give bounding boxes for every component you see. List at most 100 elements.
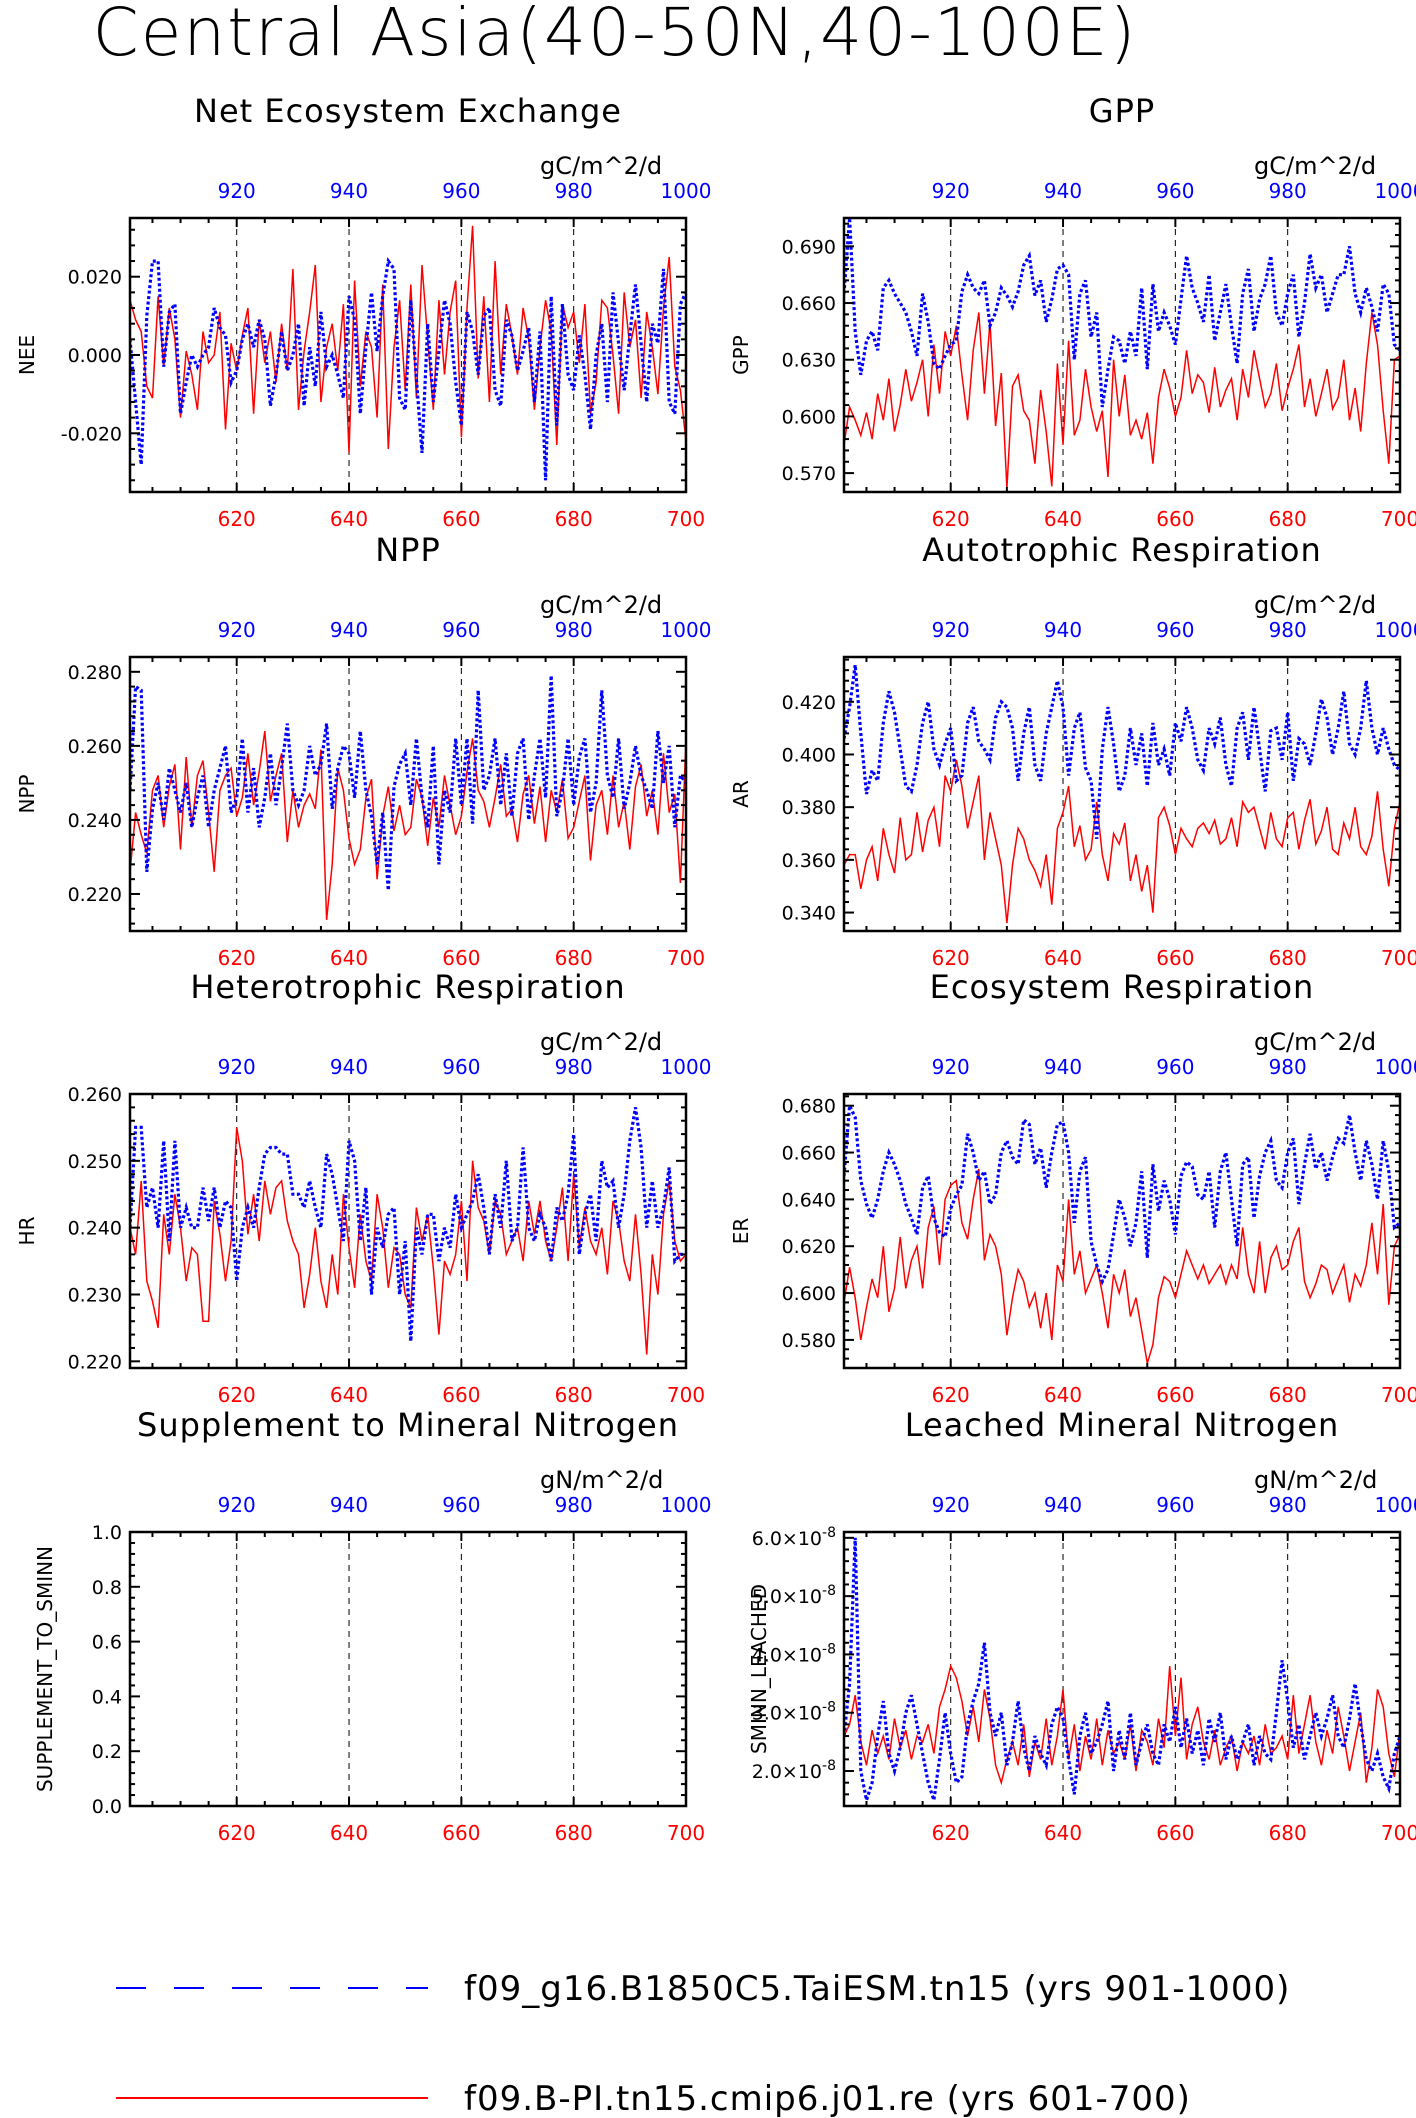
x-tick-label-bottom: 640 bbox=[1044, 946, 1082, 970]
y-tick-label: -0.020 bbox=[61, 423, 122, 445]
panel-heterotrophic-respiration: Heterotrophic Respiration gC/m^2/d 620 640 6… bbox=[15, 968, 711, 1407]
y-axis-label: ER bbox=[729, 1218, 753, 1245]
x-tick-label-bottom: 660 bbox=[1156, 1821, 1194, 1845]
x-tick-label-top: 920 bbox=[932, 618, 970, 642]
x-tick-label-bottom: 620 bbox=[218, 1821, 256, 1845]
y-axis-label: HR bbox=[15, 1216, 39, 1245]
y-tick-label: 6.0×10-8 bbox=[752, 1525, 836, 1550]
y-tick-label: 4.0×10-8 bbox=[752, 1641, 836, 1666]
y-tick-label: 0.220 bbox=[68, 1351, 122, 1373]
y-tick-label: 0.280 bbox=[68, 662, 122, 684]
y-tick-label: 0.570 bbox=[782, 463, 836, 485]
y-axis-label: NEE bbox=[15, 335, 39, 375]
y-tick-label: 0.420 bbox=[782, 692, 836, 714]
x-tick-label-bottom: 640 bbox=[1044, 1383, 1082, 1407]
plot-frame bbox=[842, 216, 1402, 494]
x-tick-label-top: 960 bbox=[442, 1055, 480, 1079]
y-tick-label: 0.260 bbox=[68, 736, 122, 758]
x-tick-label-bottom: 640 bbox=[330, 1821, 368, 1845]
x-tick-label-bottom: 700 bbox=[1381, 1821, 1416, 1845]
y-tick-label: 0.660 bbox=[782, 293, 836, 315]
units-label: gC/m^2/d bbox=[540, 1028, 662, 1056]
units-label: gN/m^2/d bbox=[1254, 1466, 1377, 1494]
panel-title: Heterotrophic Respiration bbox=[190, 968, 625, 1006]
plot-frame bbox=[128, 1530, 688, 1808]
x-tick-label-top: 960 bbox=[1156, 179, 1194, 203]
panel-leached-mineral-nitrogen: Leached Mineral Nitrogen gN/m^2/d 620 640 66… bbox=[747, 1406, 1416, 1845]
x-tick-label-top: 1000 bbox=[1375, 1493, 1416, 1517]
panel-title: Supplement to Mineral Nitrogen bbox=[137, 1406, 679, 1444]
x-tick-label-bottom: 660 bbox=[1156, 507, 1194, 531]
y-tick-label: 0.0 bbox=[92, 1796, 122, 1818]
y-axis-label: SUPPLEMENT_TO_SMINN bbox=[33, 1546, 57, 1792]
x-tick-label-bottom: 660 bbox=[1156, 946, 1194, 970]
y-tick-label: 0.260 bbox=[68, 1084, 122, 1106]
x-tick-label-bottom: 640 bbox=[1044, 507, 1082, 531]
legend-label: f09_g16.B1850C5.TaiESM.tn15 (yrs 901-100… bbox=[464, 1969, 1290, 2009]
y-tick-label: 2.0×10-8 bbox=[752, 1758, 836, 1783]
x-tick-label-bottom: 620 bbox=[932, 1383, 970, 1407]
main-title: Central Asia(40-50N,40-100E) bbox=[92, 0, 1138, 71]
y-tick-label: 0.600 bbox=[782, 406, 836, 428]
series-line-cmip6 bbox=[844, 312, 1400, 489]
panel-title: Autotrophic Respiration bbox=[922, 531, 1322, 569]
x-tick-label-bottom: 660 bbox=[442, 946, 480, 970]
x-tick-label-bottom: 680 bbox=[555, 1383, 593, 1407]
x-tick-label-top: 1000 bbox=[1375, 1055, 1416, 1079]
units-label: gC/m^2/d bbox=[1254, 152, 1376, 180]
y-tick-label: 0.2 bbox=[92, 1741, 122, 1763]
plot-frame bbox=[842, 1092, 1402, 1370]
x-tick-label-bottom: 680 bbox=[555, 507, 593, 531]
x-tick-label-top: 980 bbox=[555, 179, 593, 203]
series-line-taiesm bbox=[844, 664, 1400, 839]
x-tick-label-top: 980 bbox=[555, 1493, 593, 1517]
y-tick-label: 0.660 bbox=[782, 1143, 836, 1165]
y-tick-label: 0.020 bbox=[68, 267, 122, 289]
x-tick-label-bottom: 640 bbox=[330, 1383, 368, 1407]
x-tick-label-bottom: 700 bbox=[1381, 1383, 1416, 1407]
x-tick-label-top: 980 bbox=[1269, 1493, 1307, 1517]
units-label: gC/m^2/d bbox=[540, 591, 662, 619]
y-tick-label: 0.400 bbox=[782, 744, 836, 766]
series-line-cmip6 bbox=[844, 759, 1400, 924]
series-line-taiesm bbox=[844, 1537, 1400, 1801]
y-axis-label: GPP bbox=[729, 335, 753, 375]
x-tick-label-bottom: 660 bbox=[442, 1821, 480, 1845]
panel-title: Leached Mineral Nitrogen bbox=[905, 1406, 1340, 1444]
x-tick-label-bottom: 660 bbox=[442, 507, 480, 531]
series-line-cmip6 bbox=[844, 1663, 1400, 1786]
x-tick-label-top: 920 bbox=[932, 1055, 970, 1079]
plot-frame bbox=[842, 1530, 1402, 1808]
x-tick-label-bottom: 700 bbox=[667, 1383, 705, 1407]
x-tick-label-bottom: 700 bbox=[1381, 507, 1416, 531]
y-tick-label: 0.620 bbox=[782, 1236, 836, 1258]
y-axis-label: NPP bbox=[15, 774, 39, 813]
y-tick-label: 0.4 bbox=[92, 1686, 122, 1708]
series-line-cmip6 bbox=[844, 1168, 1400, 1364]
x-tick-label-bottom: 680 bbox=[1269, 1383, 1307, 1407]
panel-title: Net Ecosystem Exchange bbox=[194, 92, 622, 130]
y-tick-label: 0.000 bbox=[68, 345, 122, 367]
y-tick-label: 0.600 bbox=[782, 1283, 836, 1305]
x-tick-label-top: 960 bbox=[442, 618, 480, 642]
x-tick-label-bottom: 620 bbox=[218, 507, 256, 531]
panel-gpp: GPP gC/m^2/d 620 640 660 680 700 920 940 960 980 10… bbox=[729, 92, 1416, 531]
y-tick-label: 0.240 bbox=[68, 1218, 122, 1240]
x-tick-label-top: 1000 bbox=[1375, 618, 1416, 642]
x-tick-label-bottom: 680 bbox=[555, 1821, 593, 1845]
series-line-taiesm bbox=[130, 257, 686, 481]
y-tick-label: 0.340 bbox=[782, 903, 836, 925]
legend: f09_g16.B1850C5.TaiESM.tn15 (yrs 901-100… bbox=[116, 1969, 1290, 2118]
x-tick-label-top: 940 bbox=[1044, 179, 1082, 203]
x-tick-label-bottom: 700 bbox=[667, 507, 705, 531]
x-tick-label-top: 920 bbox=[218, 1493, 256, 1517]
y-tick-label: 0.680 bbox=[782, 1096, 836, 1118]
x-tick-label-top: 940 bbox=[1044, 618, 1082, 642]
x-tick-label-top: 960 bbox=[1156, 1493, 1194, 1517]
panel-title: GPP bbox=[1089, 92, 1155, 130]
x-tick-label-bottom: 680 bbox=[1269, 1821, 1307, 1845]
y-tick-label: 0.380 bbox=[782, 797, 836, 819]
y-tick-label: 5.0×10-8 bbox=[752, 1583, 836, 1608]
x-tick-label-bottom: 620 bbox=[218, 946, 256, 970]
y-tick-label: 0.8 bbox=[92, 1577, 122, 1599]
